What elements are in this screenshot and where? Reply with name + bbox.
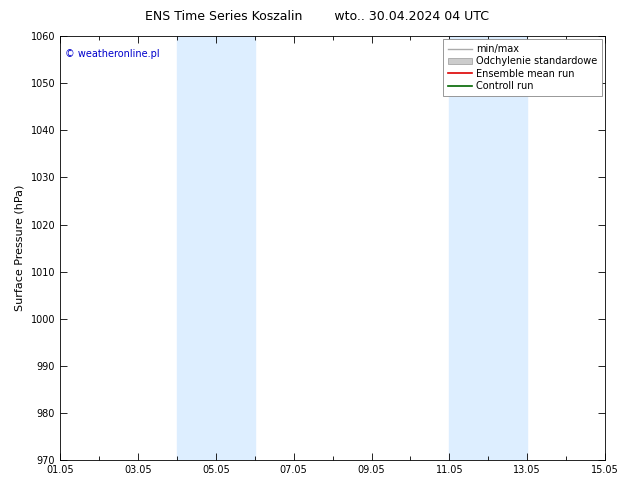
Y-axis label: Surface Pressure (hPa): Surface Pressure (hPa) — [15, 185, 25, 311]
Bar — [177, 36, 255, 460]
Text: © weatheronline.pl: © weatheronline.pl — [65, 49, 160, 59]
Bar — [450, 36, 527, 460]
Legend: min/max, Odchylenie standardowe, Ensemble mean run, Controll run: min/max, Odchylenie standardowe, Ensembl… — [443, 39, 602, 96]
Text: ENS Time Series Koszalin        wto.. 30.04.2024 04 UTC: ENS Time Series Koszalin wto.. 30.04.202… — [145, 10, 489, 23]
